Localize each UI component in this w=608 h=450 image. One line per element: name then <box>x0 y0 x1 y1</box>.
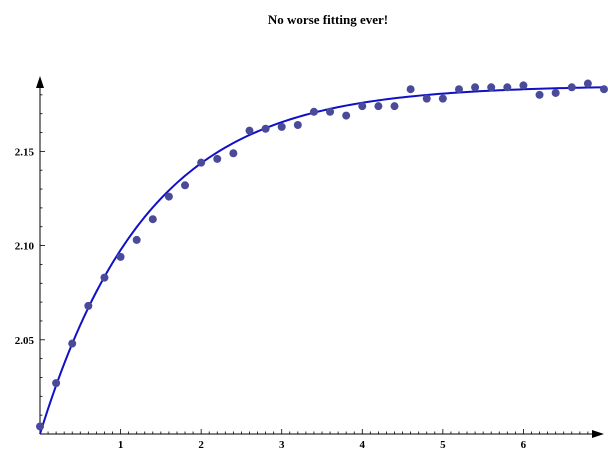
data-point <box>358 102 367 111</box>
data-point <box>374 102 383 111</box>
data-point <box>422 94 431 103</box>
x-tick-label: 4 <box>360 439 366 450</box>
data-point <box>551 88 560 97</box>
data-point <box>454 85 463 94</box>
data-point <box>197 158 206 167</box>
data-point <box>567 83 576 92</box>
data-point <box>181 181 190 190</box>
data-point <box>229 149 238 158</box>
data-point <box>406 85 415 94</box>
data-point <box>487 83 496 92</box>
data-point <box>245 126 254 135</box>
data-point <box>52 379 61 388</box>
data-point <box>84 301 93 310</box>
data-point <box>600 85 608 94</box>
data-point <box>390 102 399 111</box>
data-points <box>36 79 608 431</box>
y-tick-label: 2.15 <box>15 146 35 158</box>
data-point <box>68 339 77 348</box>
data-point <box>213 154 222 163</box>
data-point <box>261 124 270 133</box>
data-point <box>519 81 528 90</box>
x-axis-arrow <box>592 430 604 438</box>
chart-title: No worse fitting ever! <box>268 12 388 27</box>
x-tick-label: 3 <box>279 439 285 450</box>
data-point <box>438 94 447 103</box>
data-point <box>342 111 351 120</box>
data-point <box>164 192 173 201</box>
data-point <box>309 107 318 116</box>
data-point <box>36 422 44 431</box>
y-tick-label: 2.10 <box>15 241 35 253</box>
y-tick-label: 2.05 <box>15 335 35 347</box>
data-point <box>583 79 592 88</box>
y-axis-arrow <box>36 76 44 88</box>
data-point <box>471 83 480 92</box>
axes <box>36 76 604 438</box>
x-tick-label: 2 <box>198 439 204 450</box>
data-point <box>116 252 125 261</box>
x-tick-label: 1 <box>118 439 124 450</box>
fit-curve <box>39 86 605 435</box>
data-point <box>326 107 335 116</box>
data-point <box>535 90 544 99</box>
data-point <box>132 235 141 244</box>
data-point <box>148 215 157 224</box>
ticks: 1 2 3 4 5 6 2.05 2.10 2.15 <box>15 94 589 450</box>
data-point <box>277 122 286 131</box>
x-tick-label: 5 <box>440 439 446 450</box>
data-point <box>100 273 109 282</box>
data-point <box>293 120 302 129</box>
x-tick-label: 6 <box>521 439 527 450</box>
data-point <box>503 83 512 92</box>
